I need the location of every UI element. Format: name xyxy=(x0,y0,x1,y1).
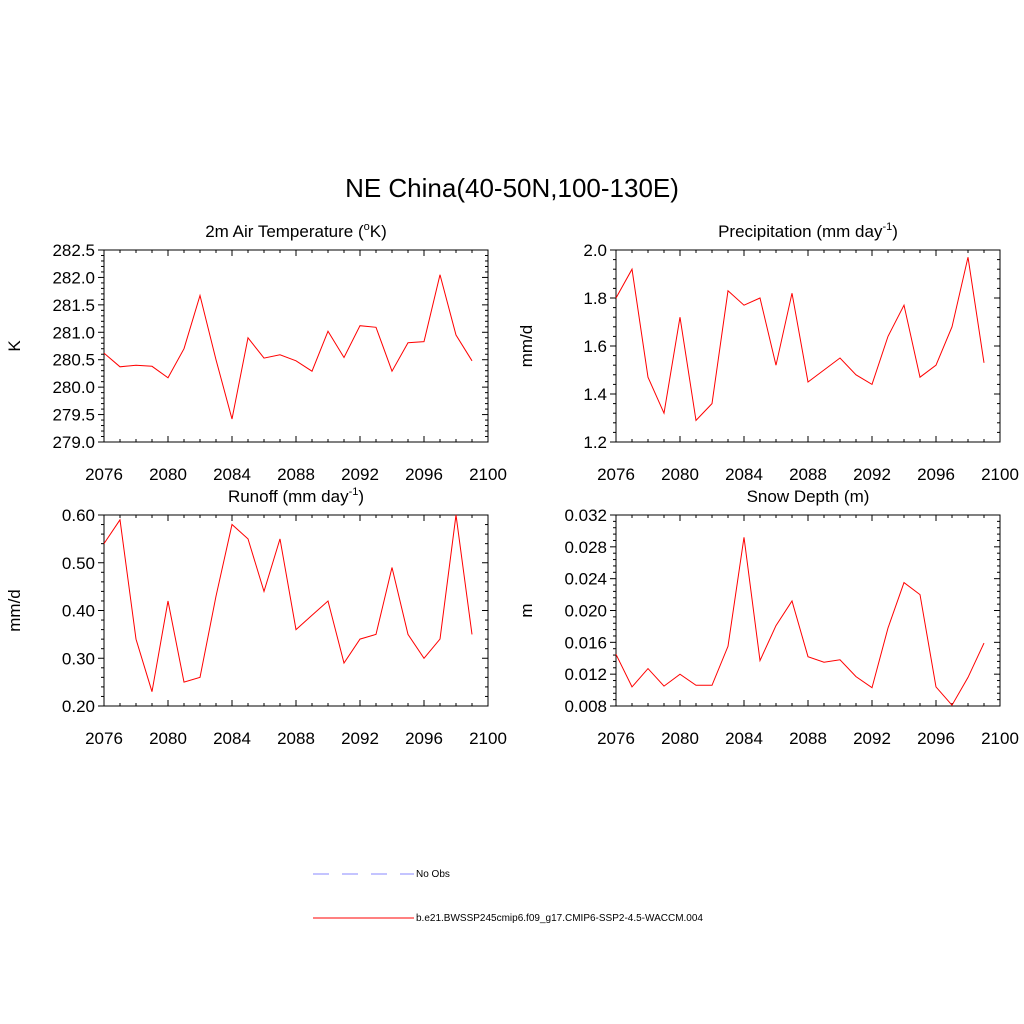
y-tick-label: 0.60 xyxy=(62,506,95,525)
y-tick-label: 1.8 xyxy=(583,289,607,308)
y-tick-label: 1.6 xyxy=(583,337,607,356)
y-tick-label: 0.30 xyxy=(62,649,95,668)
y-tick-label: 280.0 xyxy=(52,378,95,397)
y-tick-label: 281.5 xyxy=(52,296,95,315)
plot-frame xyxy=(103,249,489,443)
panel-title: 2m Air Temperature (oK) xyxy=(205,221,387,241)
y-tick-label: 0.008 xyxy=(564,697,607,716)
panel-air-temperature: 2m Air Temperature (oK) K 2076 2080 2084 2088… xyxy=(5,221,507,484)
y-tick-label: 279.5 xyxy=(52,406,95,425)
x-tick-label: 2100 xyxy=(469,729,507,748)
x-tick-label: 2080 xyxy=(149,729,187,748)
y-tick-label: 282.5 xyxy=(52,241,95,260)
x-tick-label: 2092 xyxy=(853,465,891,484)
x-tick-label: 2092 xyxy=(341,465,379,484)
y-axis-label: mm/d xyxy=(517,325,536,368)
plot-frame xyxy=(615,249,1001,443)
x-tick-label: 2100 xyxy=(981,465,1019,484)
y-tick-label: 279.0 xyxy=(52,433,95,452)
series-line xyxy=(615,537,985,707)
plot-frame xyxy=(103,514,489,707)
x-tick-label: 2088 xyxy=(277,465,315,484)
x-tick-label: 2088 xyxy=(277,729,315,748)
x-tick-label: 2080 xyxy=(661,729,699,748)
x-tick-label: 2076 xyxy=(85,729,123,748)
x-tick-label: 2092 xyxy=(853,729,891,748)
x-tick-label: 2096 xyxy=(917,465,955,484)
y-tick-label: 0.020 xyxy=(564,602,607,621)
y-tick-label: 1.2 xyxy=(583,433,607,452)
x-tick-label: 2084 xyxy=(213,465,251,484)
y-tick-label: 0.028 xyxy=(564,538,607,557)
x-tick-label: 2080 xyxy=(661,465,699,484)
x-tick-label: 2080 xyxy=(149,465,187,484)
x-tick-label: 2076 xyxy=(597,465,635,484)
y-tick-label: 281.0 xyxy=(52,323,95,342)
y-tick-label: 0.40 xyxy=(62,602,95,621)
panel-snow-depth: Snow Depth (m) m 2076 2080 2084 2088 2092 2096 2… xyxy=(517,487,1019,748)
figure-title: NE China(40-50N,100-130E) xyxy=(345,173,679,203)
y-tick-label: 0.032 xyxy=(564,506,607,525)
legend: No Obs b.e21.BWSSP245cmip6.f09_g17.CMIP6… xyxy=(313,869,703,924)
legend-obs-label: No Obs xyxy=(416,869,450,880)
y-tick-label: 0.50 xyxy=(62,554,95,573)
x-tick-label: 2088 xyxy=(789,465,827,484)
panels: 2m Air Temperature (oK) K 2076 2080 2084 2088… xyxy=(5,221,1019,748)
series-line xyxy=(615,257,985,422)
legend-model-label: b.e21.BWSSP245cmip6.f09_g17.CMIP6-SSP2-4… xyxy=(416,913,703,924)
x-tick-label: 2076 xyxy=(597,729,635,748)
x-tick-label: 2100 xyxy=(981,729,1019,748)
panel-title: Runoff (mm day-1) xyxy=(228,486,364,506)
x-tick-label: 2096 xyxy=(405,465,443,484)
series-line xyxy=(103,274,473,420)
x-tick-label: 2084 xyxy=(213,729,251,748)
y-axis-label: m xyxy=(517,603,536,617)
x-tick-label: 2084 xyxy=(725,729,763,748)
panel-title: Precipitation (mm day-1) xyxy=(718,221,898,241)
y-tick-label: 2.0 xyxy=(583,241,607,260)
x-tick-label: 2088 xyxy=(789,729,827,748)
y-tick-label: 0.20 xyxy=(62,697,95,716)
y-tick-label: 1.4 xyxy=(583,385,607,404)
y-tick-label: 0.012 xyxy=(564,665,607,684)
x-tick-label: 2100 xyxy=(469,465,507,484)
x-tick-label: 2076 xyxy=(85,465,123,484)
y-tick-label: 0.024 xyxy=(564,570,607,589)
y-axis-label: mm/d xyxy=(5,589,24,632)
y-axis-label: K xyxy=(5,340,24,352)
x-tick-label: 2096 xyxy=(405,729,443,748)
x-tick-label: 2084 xyxy=(725,465,763,484)
x-tick-label: 2096 xyxy=(917,729,955,748)
y-tick-label: 0.016 xyxy=(564,633,607,652)
x-tick-label: 2092 xyxy=(341,729,379,748)
panel-runoff: Runoff (mm day-1) mm/d 2076 2080 2084 2088 209… xyxy=(5,486,507,748)
panel-precipitation: Precipitation (mm day-1) mm/d 2076 2080 2084… xyxy=(517,221,1019,484)
y-tick-label: 282.0 xyxy=(52,268,95,287)
plot-frame xyxy=(615,514,1001,707)
panel-title: Snow Depth (m) xyxy=(747,487,870,506)
y-tick-label: 280.5 xyxy=(52,351,95,370)
series-line xyxy=(103,514,473,692)
